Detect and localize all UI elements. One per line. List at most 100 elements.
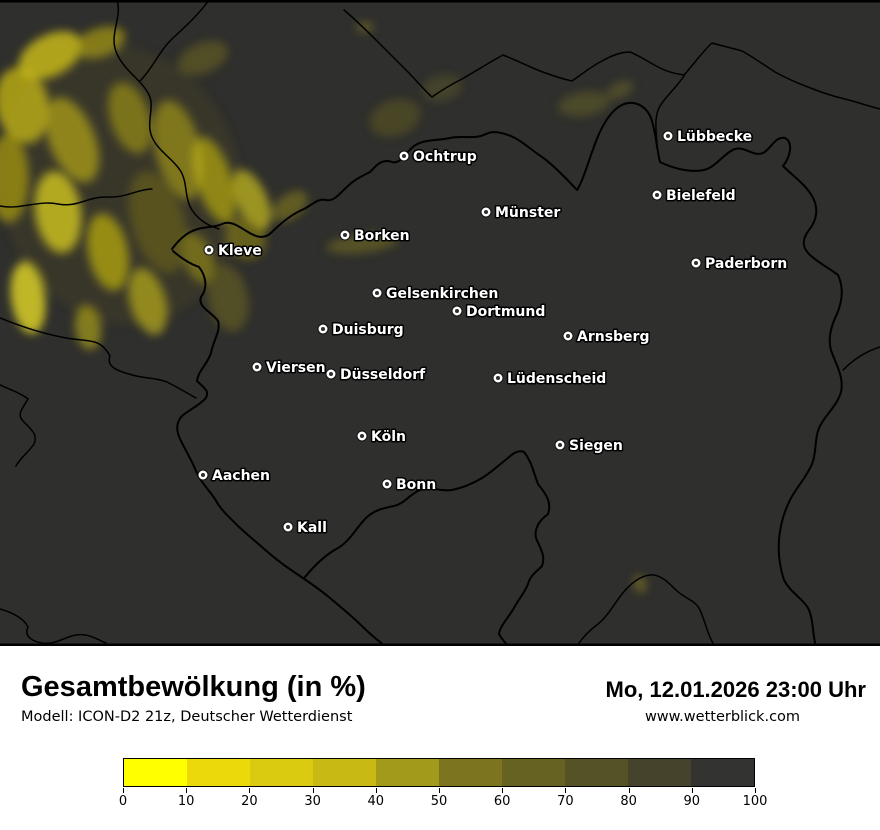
city-marker-center [201, 473, 205, 477]
city-label: Münster [495, 205, 560, 221]
colorbar-tick [123, 788, 124, 793]
city-marker-center [496, 376, 500, 380]
colorbar-tick [565, 788, 567, 793]
info-panel [0, 646, 880, 830]
map-canvas: Ochtrup Lübbecke Bielefeld Münster Borken Kle… [0, 0, 880, 646]
cloud-cover-map: Ochtrup Lübbecke Bielefeld Münster Borken Kle… [0, 0, 880, 646]
cloud-blob [10, 262, 46, 334]
city-label: Gelsenkirchen [386, 286, 498, 302]
colorbar-cell [376, 759, 439, 786]
city-kall: Kall [282, 519, 328, 538]
city-marker-center [321, 327, 325, 331]
cloud-blob [192, 137, 236, 223]
border-luebbecke-branch [655, 75, 685, 145]
city-marker-center [343, 233, 347, 237]
city-marker-center [566, 334, 570, 338]
border-north-zigzag [343, 9, 880, 110]
city-label: Ochtrup [413, 149, 477, 165]
colorbar-tick-label: 40 [367, 794, 385, 809]
forecast-datetime: Mo, 12.01.2026 23:00 Uhr [605, 677, 866, 702]
city-marker-center [255, 365, 259, 369]
city-marker-center [484, 210, 488, 214]
cloud-blob [178, 41, 228, 75]
cloud-blob [606, 80, 634, 100]
city-label: Lübbecke [677, 129, 752, 145]
colorbar-tick [439, 788, 440, 793]
border-bottom-left [0, 608, 107, 645]
border-layer [0, 0, 880, 646]
border-southeast-loop [576, 574, 716, 646]
city-marker-center [207, 248, 211, 252]
colorbar-tick-label: 90 [683, 794, 701, 809]
colorbar-cell [691, 759, 754, 786]
city-marker-center [666, 134, 670, 138]
city-label: Düsseldorf [340, 367, 426, 383]
cloud-blob [87, 214, 129, 290]
city-label: Köln [371, 429, 406, 445]
city-label: Bielefeld [666, 188, 736, 204]
colorbar-cell [250, 759, 313, 786]
city-label: Dortmund [466, 304, 545, 320]
cloud-blob [226, 216, 266, 260]
city-dsseldorf: Düsseldorf [325, 366, 428, 385]
city-aachen: Aachen [197, 467, 272, 486]
colorbar-cell [628, 759, 691, 786]
border-nl-4 [0, 317, 197, 399]
colorbar-tick-label: 100 [742, 794, 768, 809]
cloud-blob [272, 190, 308, 222]
city-siegen: Siegen [554, 437, 624, 456]
city-label: Bonn [396, 477, 436, 493]
cloud-blob [35, 172, 81, 252]
city-marker-center [655, 193, 659, 197]
cloud-blob [153, 101, 203, 199]
colorbar-tick [312, 788, 314, 793]
border-nrw-north-east [171, 102, 843, 646]
border-nl-2 [139, 0, 210, 82]
city-ldenscheid: Lüdenscheid [492, 370, 608, 389]
colorbar-tick [502, 788, 504, 793]
colorbar-tick [375, 788, 377, 793]
colorbar-tick-label: 50 [430, 794, 448, 809]
city-label: Kleve [218, 243, 262, 259]
city-paderborn: Paderborn [690, 255, 789, 274]
cloud-blob [233, 170, 271, 230]
colorbar-cell [502, 759, 565, 786]
model-info: Modell: ICON-D2 21z, Deutscher Wetterdie… [21, 709, 353, 725]
city-ochtrup: Ochtrup [398, 148, 478, 167]
city-marker-center [286, 525, 290, 529]
border-right-edge [842, 346, 880, 371]
city-marker-center [455, 309, 459, 313]
cloud-blob [108, 83, 152, 153]
city-label: Duisburg [332, 322, 404, 338]
cloud-blob [422, 74, 462, 102]
colorbar-tick-label: 10 [177, 794, 195, 809]
cloud-blob [74, 306, 102, 350]
city-marker-center [375, 291, 379, 295]
colorbar-tick [186, 788, 188, 793]
map-top-edge [0, 0, 880, 3]
colorbar-tick [628, 788, 630, 793]
cloud-blob [18, 31, 82, 79]
city-label: Lüdenscheid [507, 371, 606, 387]
city-label: Arnsberg [577, 329, 649, 345]
border-nl-3 [0, 188, 153, 208]
city-bonn: Bonn [381, 476, 438, 495]
city-marker-center [360, 434, 364, 438]
city-arnsberg: Arnsberg [562, 328, 651, 347]
colorbar-tick [755, 788, 756, 793]
city-mnster: Münster [480, 204, 562, 223]
colorbar-tick-label: 80 [620, 794, 637, 809]
cloud-blob [129, 268, 167, 336]
colorbar-cell [565, 759, 628, 786]
colorbar-tick [249, 788, 251, 793]
colorbar-cell [187, 759, 250, 786]
cloud-blob [0, 134, 28, 222]
city-lbbecke: Lübbecke [662, 128, 754, 147]
website-url: www.wetterblick.com [644, 709, 801, 725]
border-nrw-south [304, 450, 551, 646]
city-marker-center [558, 443, 562, 447]
city-label: Viersen [266, 360, 326, 376]
city-borken: Borken [339, 227, 411, 246]
cloud-blob [558, 91, 610, 117]
